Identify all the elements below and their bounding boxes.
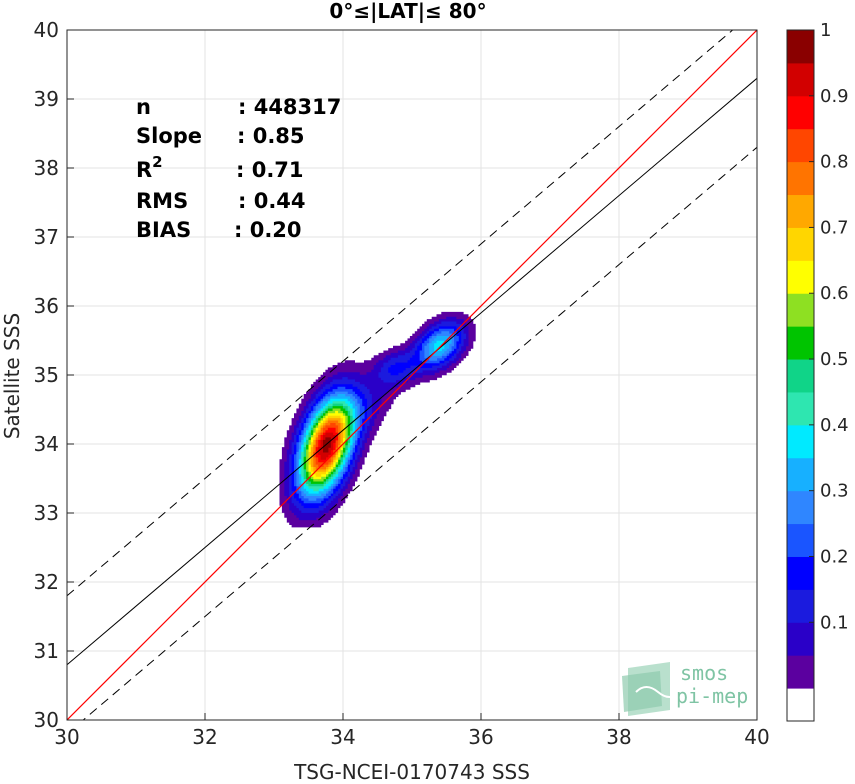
y-tick-label: 33: [34, 501, 59, 525]
colorbar-segment: [787, 95, 814, 130]
colorbar-tick-label: 0.8: [820, 152, 849, 173]
colorbar-segment: [787, 391, 814, 426]
colorbar-tick-label: 1: [820, 20, 831, 41]
colorbar-segment: [787, 161, 814, 196]
density-level: [323, 437, 331, 453]
colorbar-frame: [786, 29, 815, 722]
density-contours: [279, 311, 476, 528]
stat-label-rms: RMS: [136, 189, 188, 213]
colorbar-segment: [787, 655, 814, 689]
colorbar-tick-label: 0.3: [820, 481, 849, 502]
colorbar-segment: [787, 556, 814, 590]
colorbar: 0.1 0.2 0.3 0.4 0.5 0.6 0.7 0.8 0.9 1: [786, 20, 849, 722]
colorbar-segment: [787, 62, 814, 97]
stat-label-r: R2: [136, 153, 163, 182]
colorbar-tick-label: 0.6: [820, 283, 849, 304]
colorbar-tick-label: 0.1: [820, 612, 849, 633]
logo-mark-icon: [622, 662, 681, 716]
x-tick-label: 36: [468, 725, 493, 749]
colorbar-tick-label: 0.2: [820, 546, 849, 567]
colorbar-segment: [787, 227, 814, 261]
stat-label-slope: Slope: [136, 124, 202, 148]
regression-line: [67, 77, 757, 666]
reference-lines: [67, 30, 757, 720]
lower-band-line: [82, 146, 757, 720]
stat-label-n: n: [136, 95, 151, 119]
upper-band-line: [67, 30, 734, 597]
smos-pi-mep-logo: smos pi-mep: [622, 661, 748, 716]
colorbar-tick-label: 0.5: [820, 349, 849, 370]
colorbar-segment: [787, 688, 814, 722]
stat-value-n: : 448317: [238, 95, 341, 119]
colorbar-segment: [787, 589, 814, 623]
colorbar-tick-label: 0.4: [820, 415, 849, 436]
x-axis-label: TSG-NCEI-0170743 SSS: [293, 760, 530, 784]
y-tick-label: 30: [34, 708, 59, 732]
x-tick-label: 38: [606, 725, 631, 749]
colorbar-segment: [787, 128, 814, 163]
colorbar-segment: [787, 260, 814, 294]
colorbar-segment: [787, 424, 814, 459]
chart-title: 0°≤|LAT|≤ 80°: [329, 0, 486, 23]
colorbar-segment: [787, 194, 814, 228]
colorbar-segment: [787, 490, 814, 525]
colorbar-segment: [787, 326, 814, 360]
x-tick-label: 30: [54, 725, 79, 749]
colorbar-segment: [787, 523, 814, 557]
identity-line: [67, 30, 757, 720]
colorbar-segment: [787, 622, 814, 656]
x-axis-ticks: 30 32 34 36 38 40: [54, 713, 770, 749]
y-tick-label: 34: [34, 432, 59, 456]
stat-value-bias: : 0.20: [234, 218, 302, 242]
colorbar-tick-label: 0.9: [820, 86, 849, 107]
statistics-box: n : 448317 Slope : 0.85 R2 : 0.71 RMS : 0.44 BIA…: [136, 95, 341, 242]
y-axis-label: Satellite SSS: [0, 313, 24, 439]
y-tick-label: 37: [34, 225, 59, 249]
y-axis-ticks: 30 31 32 33 34 35 36 37 38 39 40: [34, 18, 74, 732]
colorbar-segment: [787, 457, 814, 492]
y-tick-label: 32: [34, 570, 59, 594]
x-tick-label: 40: [744, 725, 769, 749]
y-tick-label: 39: [34, 87, 59, 111]
y-tick-label: 38: [34, 156, 59, 180]
stat-value-slope: : 0.85: [237, 124, 305, 148]
x-tick-label: 34: [330, 725, 355, 749]
colorbar-segment: [787, 293, 814, 327]
colorbar-tick-label: 0.7: [820, 217, 849, 238]
y-tick-label: 40: [34, 18, 59, 42]
logo-text-smos: smos: [680, 661, 728, 685]
x-tick-label: 32: [192, 725, 217, 749]
y-tick-label: 35: [34, 363, 59, 387]
y-tick-label: 36: [34, 294, 59, 318]
stat-label-bias: BIAS: [136, 218, 191, 242]
stat-value-rms: : 0.44: [238, 189, 306, 213]
colorbar-segment: [787, 30, 814, 64]
colorbar-segment: [787, 359, 814, 393]
y-tick-label: 31: [34, 639, 59, 663]
stat-value-r: : 0.71: [236, 158, 304, 182]
logo-text-pi-mep: pi-mep: [676, 684, 748, 708]
